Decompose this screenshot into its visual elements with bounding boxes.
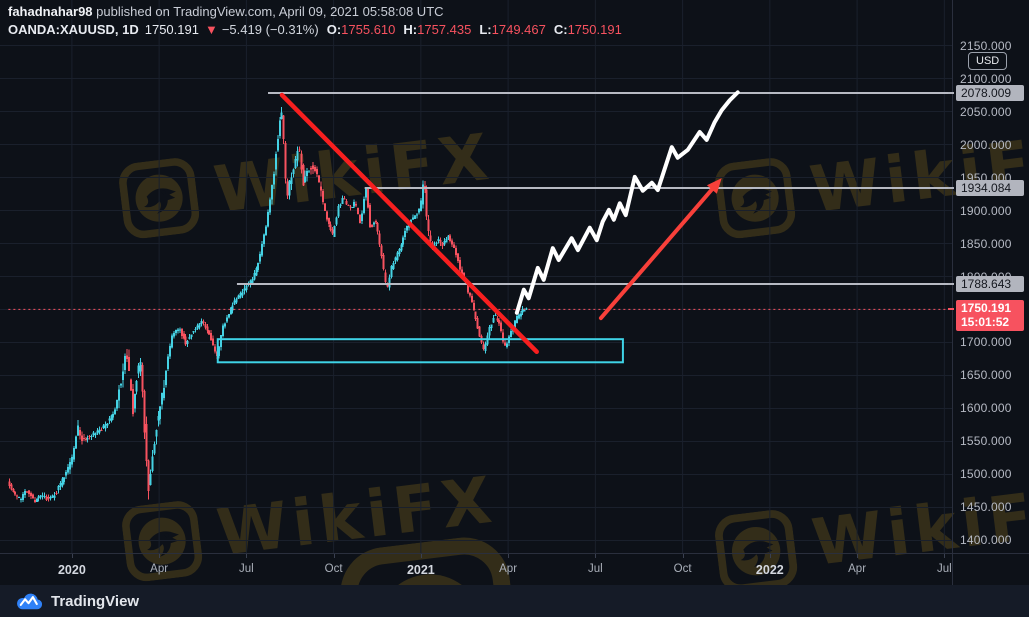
close-value: 1750.191	[567, 22, 622, 37]
publish-line: fahadnahar98 published on TradingView.co…	[8, 3, 622, 21]
publish-info: published on TradingView.com, April 09, …	[92, 4, 444, 19]
open-label: O:	[326, 22, 342, 37]
price-tick-label: 2000.000	[960, 137, 1012, 152]
symbol-label: OANDA:XAUUSD, 1D	[8, 22, 139, 37]
time-tick-mark	[71, 554, 73, 558]
price-tick-label: 1900.000	[960, 203, 1012, 218]
time-tick-mark	[333, 554, 335, 558]
level-price-chip: 1934.084	[956, 180, 1024, 197]
low-label: L:	[479, 22, 492, 37]
axis-tick-dash	[948, 187, 954, 190]
chart-plot-area[interactable]	[0, 0, 952, 553]
descending-trendline[interactable]	[279, 92, 539, 354]
tradingview-brand[interactable]: TradingView	[51, 592, 140, 610]
bottom-bar: TradingView	[0, 585, 1029, 617]
support-zone-box[interactable]	[216, 338, 624, 364]
time-tick-mark	[246, 554, 248, 558]
time-tick-mark	[420, 554, 422, 558]
time-tick-label: 2020	[57, 563, 86, 577]
open-value: 1755.610	[341, 22, 396, 37]
price-tick-label: 1450.000	[960, 500, 1012, 515]
level-price-chip: 1788.643	[956, 275, 1024, 292]
price-axis[interactable]: USD 2150.000 2100.000 2050.000 2000.000 1950…	[948, 0, 1029, 553]
currency-toggle-button[interactable]: USD	[968, 52, 1008, 70]
time-tick-mark	[159, 554, 161, 558]
price-tick-label: 1500.000	[960, 467, 1012, 482]
axis-tick-dash	[948, 308, 954, 311]
price-change: −5.419 (−0.31%)	[221, 22, 319, 37]
time-tick-label: Jul	[936, 563, 952, 575]
time-tick-label: Jul	[587, 563, 603, 575]
axis-corner-divider	[952, 554, 953, 586]
price-tick-label: 1600.000	[960, 401, 1012, 416]
price-tick-label: 2150.000	[960, 38, 1012, 53]
last-price-chip-value: 1750.191	[961, 301, 1012, 316]
chart-canvas[interactable]	[0, 0, 952, 553]
price-tick-label: 1550.000	[960, 434, 1012, 449]
price-tick-label: 1650.000	[960, 368, 1012, 383]
time-tick-label: Apr	[499, 563, 518, 575]
level-price-chip: 2078.009	[956, 85, 1024, 102]
time-axis[interactable]: 2020 Apr Jul Oct 2021 Apr Jul Oct 2022 Apr Jul	[0, 553, 1029, 586]
axis-tick-dash	[948, 92, 954, 95]
symbol-line: OANDA:XAUUSD, 1D 1750.191 ▼ −5.419 (−0.31%)…	[8, 21, 622, 39]
time-tick-mark	[944, 554, 946, 558]
gridlines	[0, 0, 952, 553]
down-triangle-icon: ▼	[204, 22, 218, 37]
bar-countdown: 15:01:52	[961, 315, 1010, 330]
price-tick-label: 1400.000	[960, 533, 1012, 548]
time-tick-mark	[508, 554, 510, 558]
bullish-projection-line[interactable]	[514, 90, 740, 315]
high-value: 1757.435	[417, 22, 472, 37]
price-tick-label: 1850.000	[960, 236, 1012, 251]
last-price: 1750.191	[144, 22, 199, 37]
author-username: fahadnahar98	[8, 4, 93, 19]
time-tick-label: Oct	[673, 563, 692, 575]
time-tick-mark	[682, 554, 684, 558]
price-tick-label: 2100.000	[960, 71, 1012, 86]
buy-arrow-head	[706, 178, 722, 194]
time-tick-label: Jul	[239, 563, 254, 575]
price-tick-label: 2050.000	[960, 104, 1012, 119]
high-label: H:	[403, 22, 418, 37]
time-tick-mark	[595, 554, 597, 558]
time-tick-label: Apr	[848, 563, 867, 575]
chart-header: fahadnahar98 published on TradingView.co…	[8, 3, 622, 39]
time-tick-label: Oct	[324, 563, 343, 575]
time-tick-label: 2021	[406, 563, 435, 577]
time-tick-mark	[769, 554, 771, 558]
time-tick-label: Apr	[150, 563, 169, 575]
low-value: 1749.467	[491, 22, 546, 37]
time-tick-label: 2022	[755, 563, 784, 577]
tradingview-logo[interactable]	[16, 591, 42, 611]
axis-tick-dash	[948, 282, 954, 285]
last-price-chip: 1750.191 15:01:52	[956, 300, 1024, 332]
time-tick-mark	[857, 554, 859, 558]
candlestick-series	[8, 107, 528, 504]
price-tick-label: 1700.000	[960, 335, 1012, 350]
buy-arrow[interactable]	[598, 182, 718, 321]
close-label: C:	[553, 22, 568, 37]
